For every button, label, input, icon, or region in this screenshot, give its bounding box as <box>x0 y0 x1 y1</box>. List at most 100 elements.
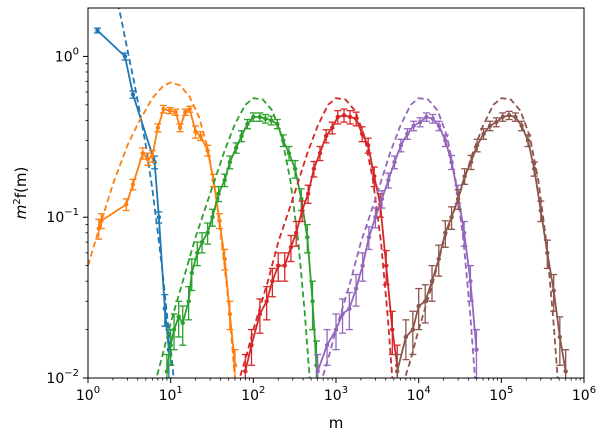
data-point <box>198 133 203 139</box>
error-bar <box>415 287 423 331</box>
plot-area <box>88 8 570 378</box>
data-point <box>257 114 263 120</box>
data-point <box>373 215 378 220</box>
data-point <box>474 143 480 148</box>
error-bar <box>175 300 183 338</box>
data-point <box>424 114 429 120</box>
data-point <box>474 347 479 352</box>
data-point <box>186 299 191 304</box>
data-point <box>481 131 486 137</box>
error-bar <box>231 349 239 378</box>
data-point <box>173 109 178 115</box>
x-tick-label: 106 <box>572 385 596 404</box>
data-point <box>305 191 311 196</box>
x-tick-label: 105 <box>489 385 513 404</box>
data-point <box>269 118 274 123</box>
data-point <box>443 230 448 235</box>
error-bar <box>332 313 340 351</box>
data-line-3 <box>244 114 399 372</box>
error-bar <box>472 328 480 378</box>
data-point <box>164 369 170 374</box>
data-point <box>239 133 244 139</box>
error-bar <box>550 273 558 312</box>
error-bar <box>345 291 353 331</box>
x-tick-label: 104 <box>407 385 431 404</box>
data-point <box>500 114 505 120</box>
data-point <box>525 138 531 143</box>
data-point <box>335 114 340 120</box>
fit-curve-1 <box>88 81 236 378</box>
data-point <box>130 92 136 97</box>
data-point <box>299 208 305 213</box>
error-bar <box>409 310 417 356</box>
data-point <box>311 166 317 171</box>
x-tick-label: 100 <box>76 385 100 404</box>
fit-curve-4 <box>321 97 476 378</box>
data-point <box>282 263 287 268</box>
data-point <box>124 202 129 207</box>
data-point <box>264 299 269 304</box>
data-point <box>216 191 221 196</box>
error-bar <box>421 284 429 324</box>
data-point <box>145 156 151 162</box>
data-point <box>392 159 397 165</box>
data-point <box>217 218 222 223</box>
data-point <box>257 311 263 317</box>
data-point <box>551 288 556 293</box>
error-bar <box>247 328 255 366</box>
data-point <box>150 153 155 159</box>
data-point <box>449 159 454 165</box>
error-bar <box>393 353 401 378</box>
data-point <box>557 334 563 340</box>
data-point <box>232 363 238 368</box>
data-point <box>330 125 335 130</box>
data-point <box>405 131 410 137</box>
data-point <box>189 270 194 276</box>
x-tick-label: 103 <box>324 385 348 404</box>
data-point <box>205 230 210 235</box>
data-point <box>410 327 416 332</box>
data-point <box>155 125 161 130</box>
data-point <box>353 286 359 291</box>
data-point <box>436 123 442 129</box>
error-bar <box>402 319 410 361</box>
fit-curve-3 <box>238 97 394 378</box>
data-point <box>171 327 177 332</box>
data-point <box>205 148 210 153</box>
data-point <box>177 125 183 130</box>
data-point <box>222 177 227 183</box>
x-tick-label: 102 <box>241 385 265 404</box>
data-point <box>353 116 359 121</box>
data-point <box>359 131 365 137</box>
data-point <box>288 245 294 250</box>
data-point <box>210 215 215 220</box>
data-point <box>227 159 233 165</box>
data-point <box>130 182 136 187</box>
data-point <box>403 334 409 340</box>
data-point <box>423 299 428 304</box>
data-point <box>176 314 181 320</box>
y-tick-label: 10−1 <box>46 207 79 226</box>
data-point <box>398 143 404 148</box>
data-point <box>263 116 268 121</box>
data-point <box>305 235 310 240</box>
data-point <box>395 369 400 374</box>
data-point <box>519 123 524 129</box>
data-point <box>487 123 493 129</box>
data-point <box>323 133 329 139</box>
error-bar <box>314 353 322 378</box>
data-point <box>372 173 377 179</box>
data-point <box>193 129 198 134</box>
error-bar <box>241 353 249 378</box>
error-bar <box>309 280 317 331</box>
data-point <box>340 311 345 317</box>
data-point <box>310 299 315 304</box>
y-tick-label: 10−2 <box>46 368 79 387</box>
fit-curve-2 <box>155 97 311 378</box>
data-point <box>281 138 286 143</box>
y-tick-label: 100 <box>55 46 79 65</box>
data-point <box>545 250 550 256</box>
axis-ticks: 100 101 102 103 104 105 106 10−2 10−1 100 <box>46 46 596 404</box>
